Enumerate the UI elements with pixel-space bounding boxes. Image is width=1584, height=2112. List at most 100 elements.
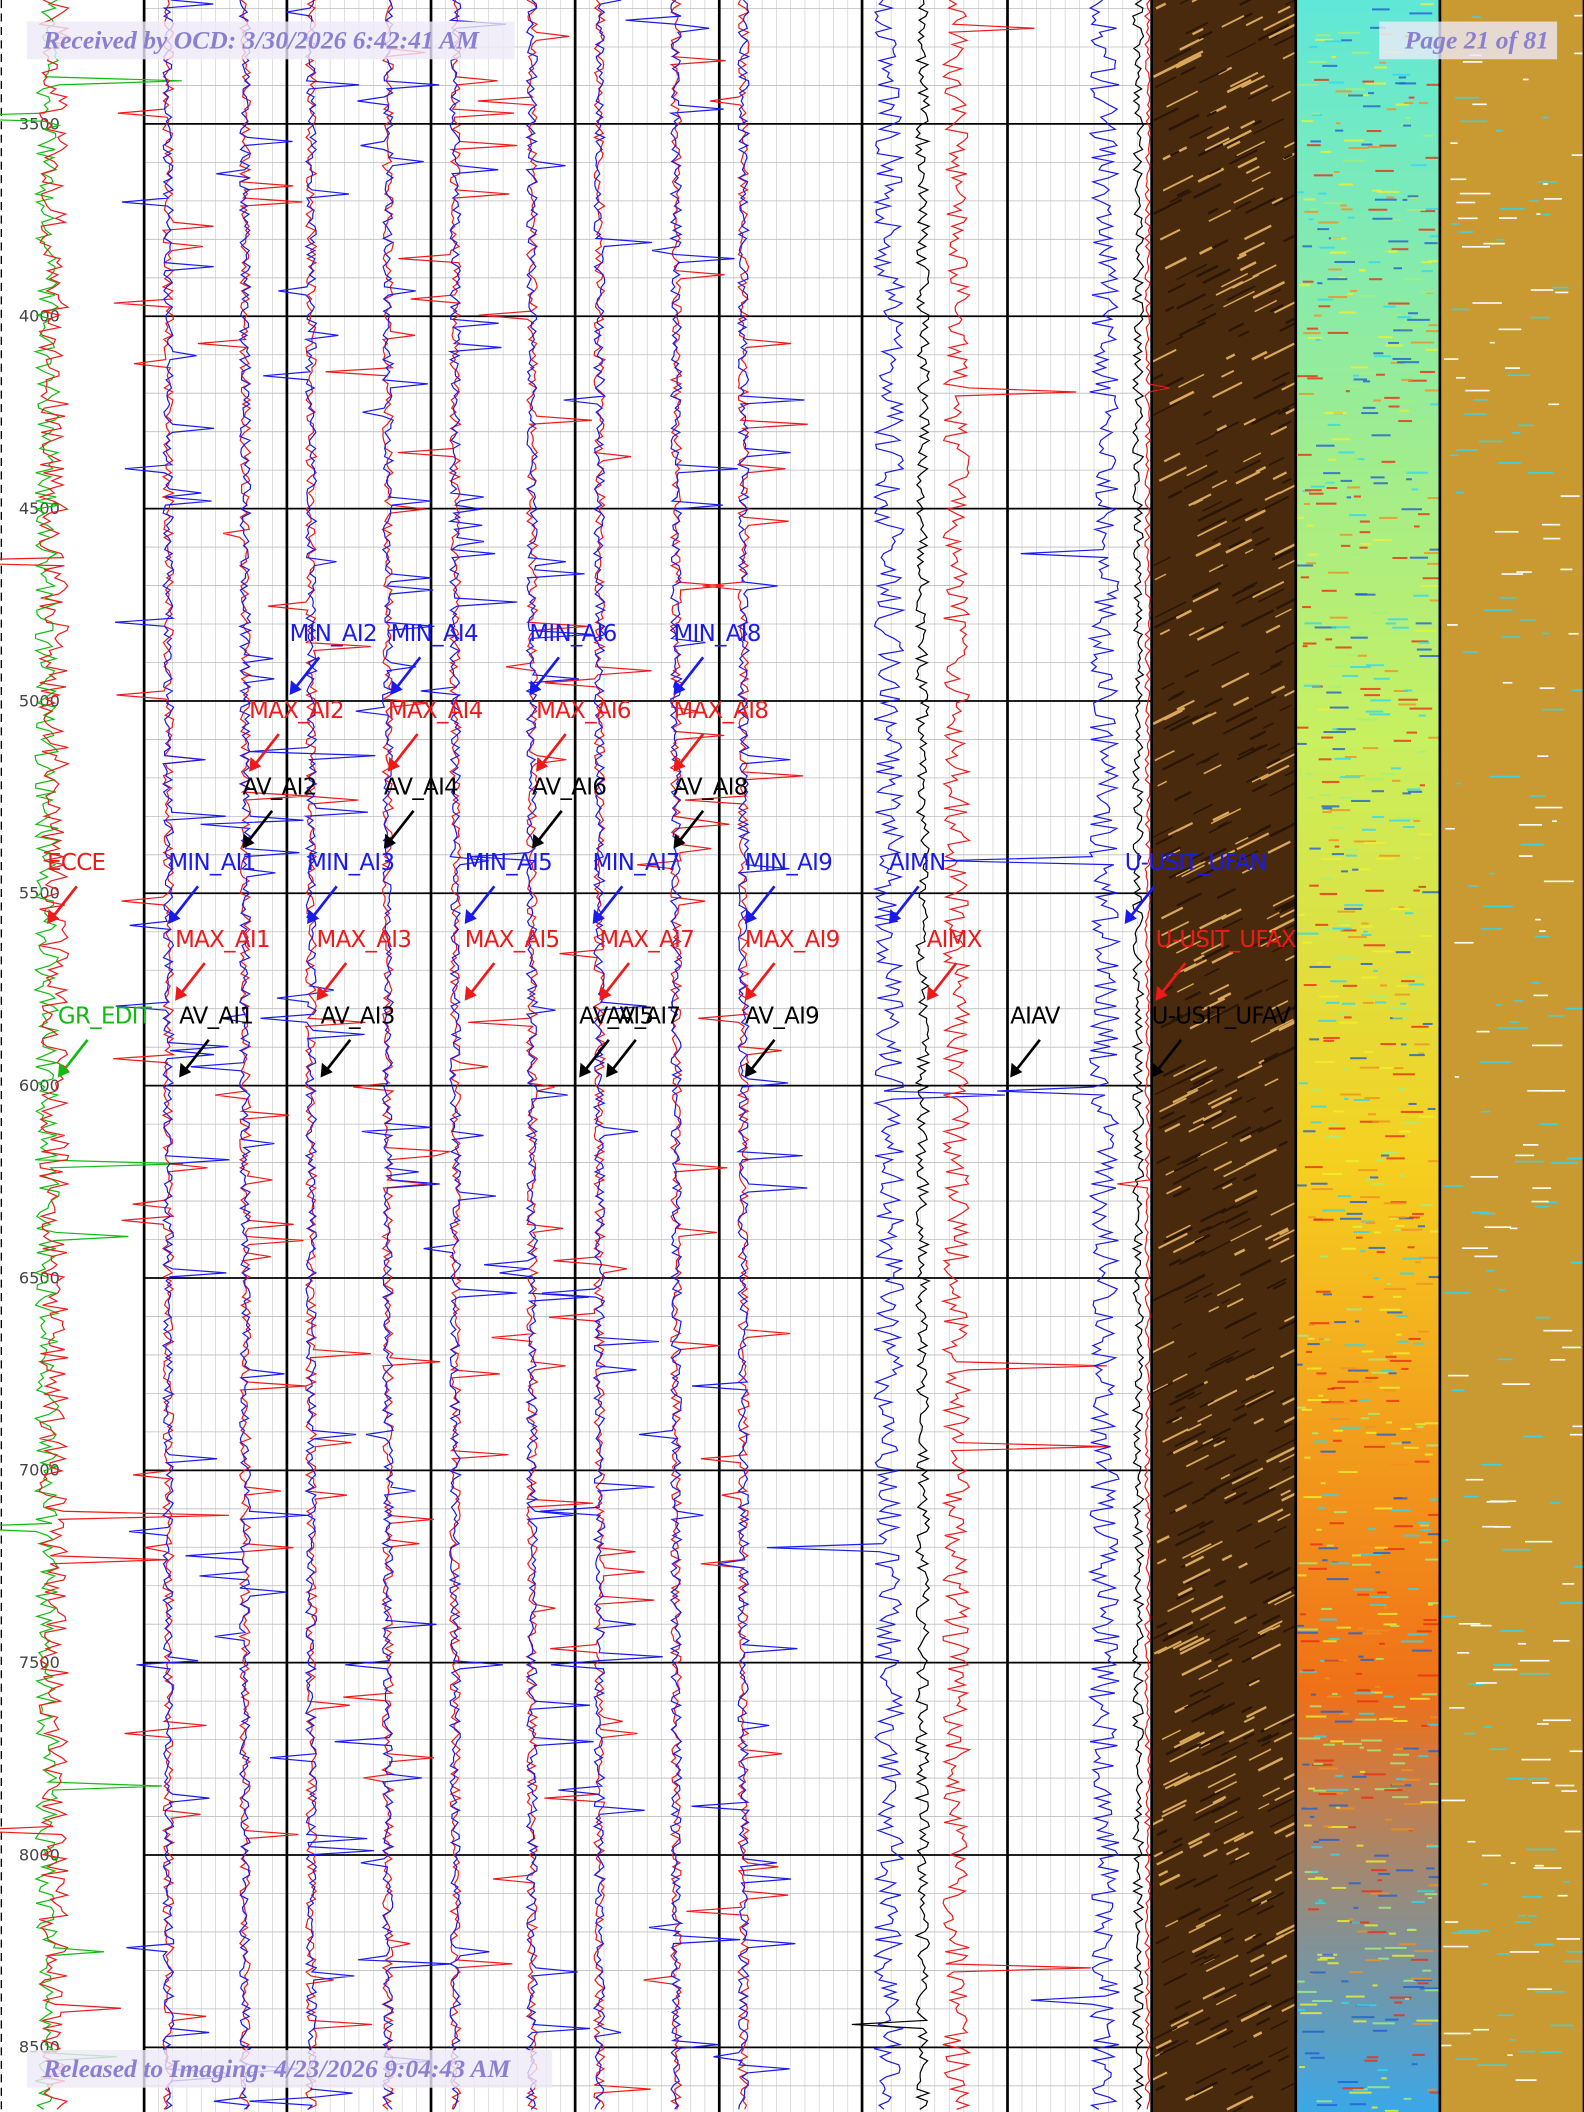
image-speck — [1348, 146, 1369, 149]
image-streak — [1258, 2004, 1278, 2015]
image-dash — [1459, 192, 1491, 195]
image-speck — [1407, 318, 1430, 321]
image-streak — [1225, 136, 1244, 147]
image-speck — [1379, 984, 1387, 987]
image-speck — [1391, 1783, 1405, 1786]
image-streak — [1176, 1589, 1196, 1601]
image-dash — [1564, 1960, 1581, 1963]
image-streak — [1215, 1436, 1228, 1444]
curve-label: AIMX — [927, 927, 982, 953]
image-speck — [1331, 438, 1351, 441]
image-streak — [1255, 466, 1267, 474]
image-streak — [1216, 2029, 1234, 2040]
image-streak — [1253, 1417, 1265, 1425]
image-speck — [1414, 1460, 1430, 1463]
label-arrow — [677, 656, 705, 690]
image-speck — [1428, 736, 1444, 739]
image-speck — [1326, 1788, 1349, 1791]
image-speck — [1389, 1996, 1412, 1999]
image-streak — [1163, 846, 1181, 857]
image-speck — [1329, 1522, 1344, 1525]
label-arrow — [1160, 962, 1187, 995]
image-speck — [1354, 1320, 1360, 1323]
image-dash — [1519, 855, 1533, 857]
image-speck — [1319, 1255, 1329, 1258]
image-speck — [1337, 1920, 1350, 1923]
image-speck — [1419, 655, 1443, 658]
image-speck — [1404, 1997, 1410, 2000]
image-dash — [1497, 1027, 1529, 1029]
image-speck — [1377, 2069, 1388, 2072]
curve-label: AV_AI2 — [242, 775, 316, 801]
image-speck — [1302, 245, 1312, 248]
image-speck — [1307, 1877, 1329, 1880]
image-dash — [1528, 472, 1554, 474]
image-speck — [1328, 458, 1337, 461]
image-speck — [1413, 1342, 1425, 1345]
image-streak — [1203, 1488, 1217, 1497]
image-streak — [1205, 449, 1219, 458]
image-streak — [1249, 1966, 1268, 1977]
image-speck — [1332, 728, 1339, 731]
image-streak — [1211, 651, 1240, 667]
image-streak — [1213, 1815, 1245, 1832]
image-streak — [1252, 1366, 1275, 1379]
image-speck — [1362, 1295, 1374, 1298]
image-speck — [1368, 1246, 1386, 1249]
image-speck — [1402, 1121, 1420, 1124]
image-dash — [1543, 880, 1574, 883]
image-speck — [1337, 910, 1356, 913]
image-streak — [1267, 1798, 1293, 1813]
image-speck — [1404, 912, 1414, 915]
image-speck — [1297, 2008, 1305, 2011]
image-speck — [1361, 1890, 1382, 1893]
image-speck — [1309, 1971, 1326, 1974]
image-speck — [1371, 1869, 1387, 1872]
image-streak — [1220, 1204, 1237, 1215]
image-streak — [1188, 1123, 1205, 1133]
image-speck — [1351, 1921, 1360, 1924]
image-speck — [1365, 1431, 1377, 1434]
image-dash — [1486, 1500, 1508, 1503]
image-speck — [1310, 1182, 1328, 1185]
image-streak — [1159, 628, 1171, 636]
image-streak — [1190, 1955, 1206, 1965]
image-speck — [1379, 144, 1397, 147]
image-streak — [1205, 1954, 1239, 1973]
image-speck — [1393, 329, 1413, 332]
image-streak — [1158, 1870, 1169, 1877]
image-streak — [1156, 376, 1184, 392]
image-streak — [1232, 2039, 1248, 2049]
image-speck — [1422, 577, 1439, 580]
image-dash — [1533, 994, 1549, 997]
image-speck — [1388, 1932, 1396, 1935]
image-speck — [1328, 268, 1342, 271]
image-speck — [1429, 548, 1441, 551]
image-streak — [1200, 943, 1222, 955]
image-streak — [1159, 2039, 1189, 2056]
received-stamp: Received by OCD: 3/30/2026 6:42:41 AM — [42, 25, 480, 54]
image-streak — [1270, 2019, 1289, 2030]
label-arrow — [392, 733, 419, 766]
image-speck — [1357, 654, 1367, 657]
image-streak — [1179, 0, 1190, 5]
image-speck — [1329, 1562, 1349, 1565]
image-speck — [1328, 571, 1349, 574]
image-speck — [1296, 191, 1305, 194]
curve-label: MAX_AI9 — [745, 927, 840, 953]
image-speck — [1398, 82, 1417, 85]
image-speck — [1363, 930, 1368, 933]
image-speck — [1426, 83, 1440, 86]
image-dash — [1498, 1289, 1506, 1291]
image-streak — [1190, 1540, 1223, 1558]
image-streak — [1224, 1075, 1245, 1088]
image-speck — [1418, 885, 1427, 888]
image-speck — [1319, 1338, 1325, 1341]
image-speck — [1409, 1054, 1425, 1057]
image-speck — [1376, 1251, 1385, 1254]
image-streak — [1269, 288, 1282, 296]
image-streak — [1189, 1840, 1203, 1849]
arrow-head — [744, 909, 757, 924]
image-streak — [1264, 491, 1281, 501]
image-streak — [1216, 821, 1229, 829]
